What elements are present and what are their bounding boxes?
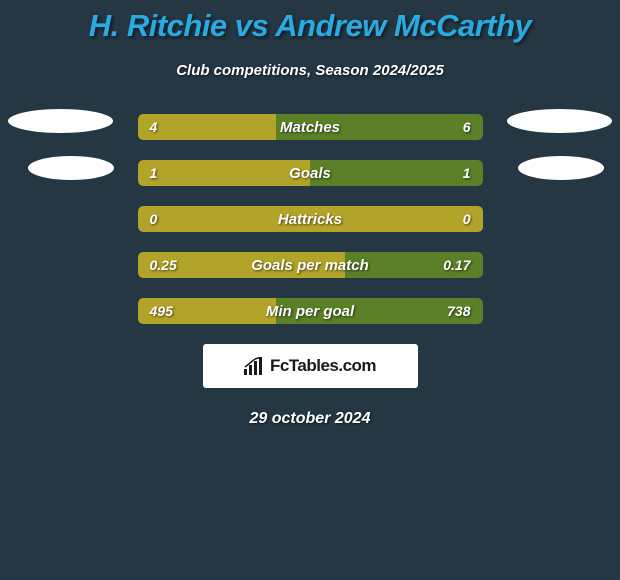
stat-row: 4Matches6 xyxy=(138,114,483,140)
stat-label: Matches xyxy=(138,114,483,140)
stat-row: 1Goals1 xyxy=(138,160,483,186)
player-ellipse xyxy=(8,109,113,133)
stat-label: Goals per match xyxy=(138,252,483,278)
stat-value-right: 0.17 xyxy=(443,252,470,278)
stat-label: Hattricks xyxy=(138,206,483,232)
player-ellipse xyxy=(518,156,604,180)
stat-row: 495Min per goal738 xyxy=(138,298,483,324)
page-subtitle: Club competitions, Season 2024/2025 xyxy=(0,62,620,79)
player-ellipse xyxy=(28,156,114,180)
stat-value-right: 0 xyxy=(463,206,471,232)
stat-label: Min per goal xyxy=(138,298,483,324)
comparison-chart: 4Matches6 1Goals1 0Hattricks0 0.25Goals per… xyxy=(0,114,620,324)
stat-row: 0Hattricks0 xyxy=(138,206,483,232)
stat-row: 0.25Goals per match0.17 xyxy=(138,252,483,278)
timestamp: 29 october 2024 xyxy=(0,410,620,428)
stats-container: 4Matches6 1Goals1 0Hattricks0 0.25Goals per… xyxy=(0,114,620,324)
page-title: H. Ritchie vs Andrew McCarthy xyxy=(0,0,620,44)
stat-value-right: 6 xyxy=(463,114,471,140)
stat-value-right: 1 xyxy=(463,160,471,186)
brand-text: FcTables.com xyxy=(270,356,376,376)
player-ellipse xyxy=(507,109,612,133)
stat-label: Goals xyxy=(138,160,483,186)
stat-value-right: 738 xyxy=(447,298,470,324)
brand-chart-icon xyxy=(244,357,266,375)
brand-badge: FcTables.com xyxy=(203,344,418,388)
